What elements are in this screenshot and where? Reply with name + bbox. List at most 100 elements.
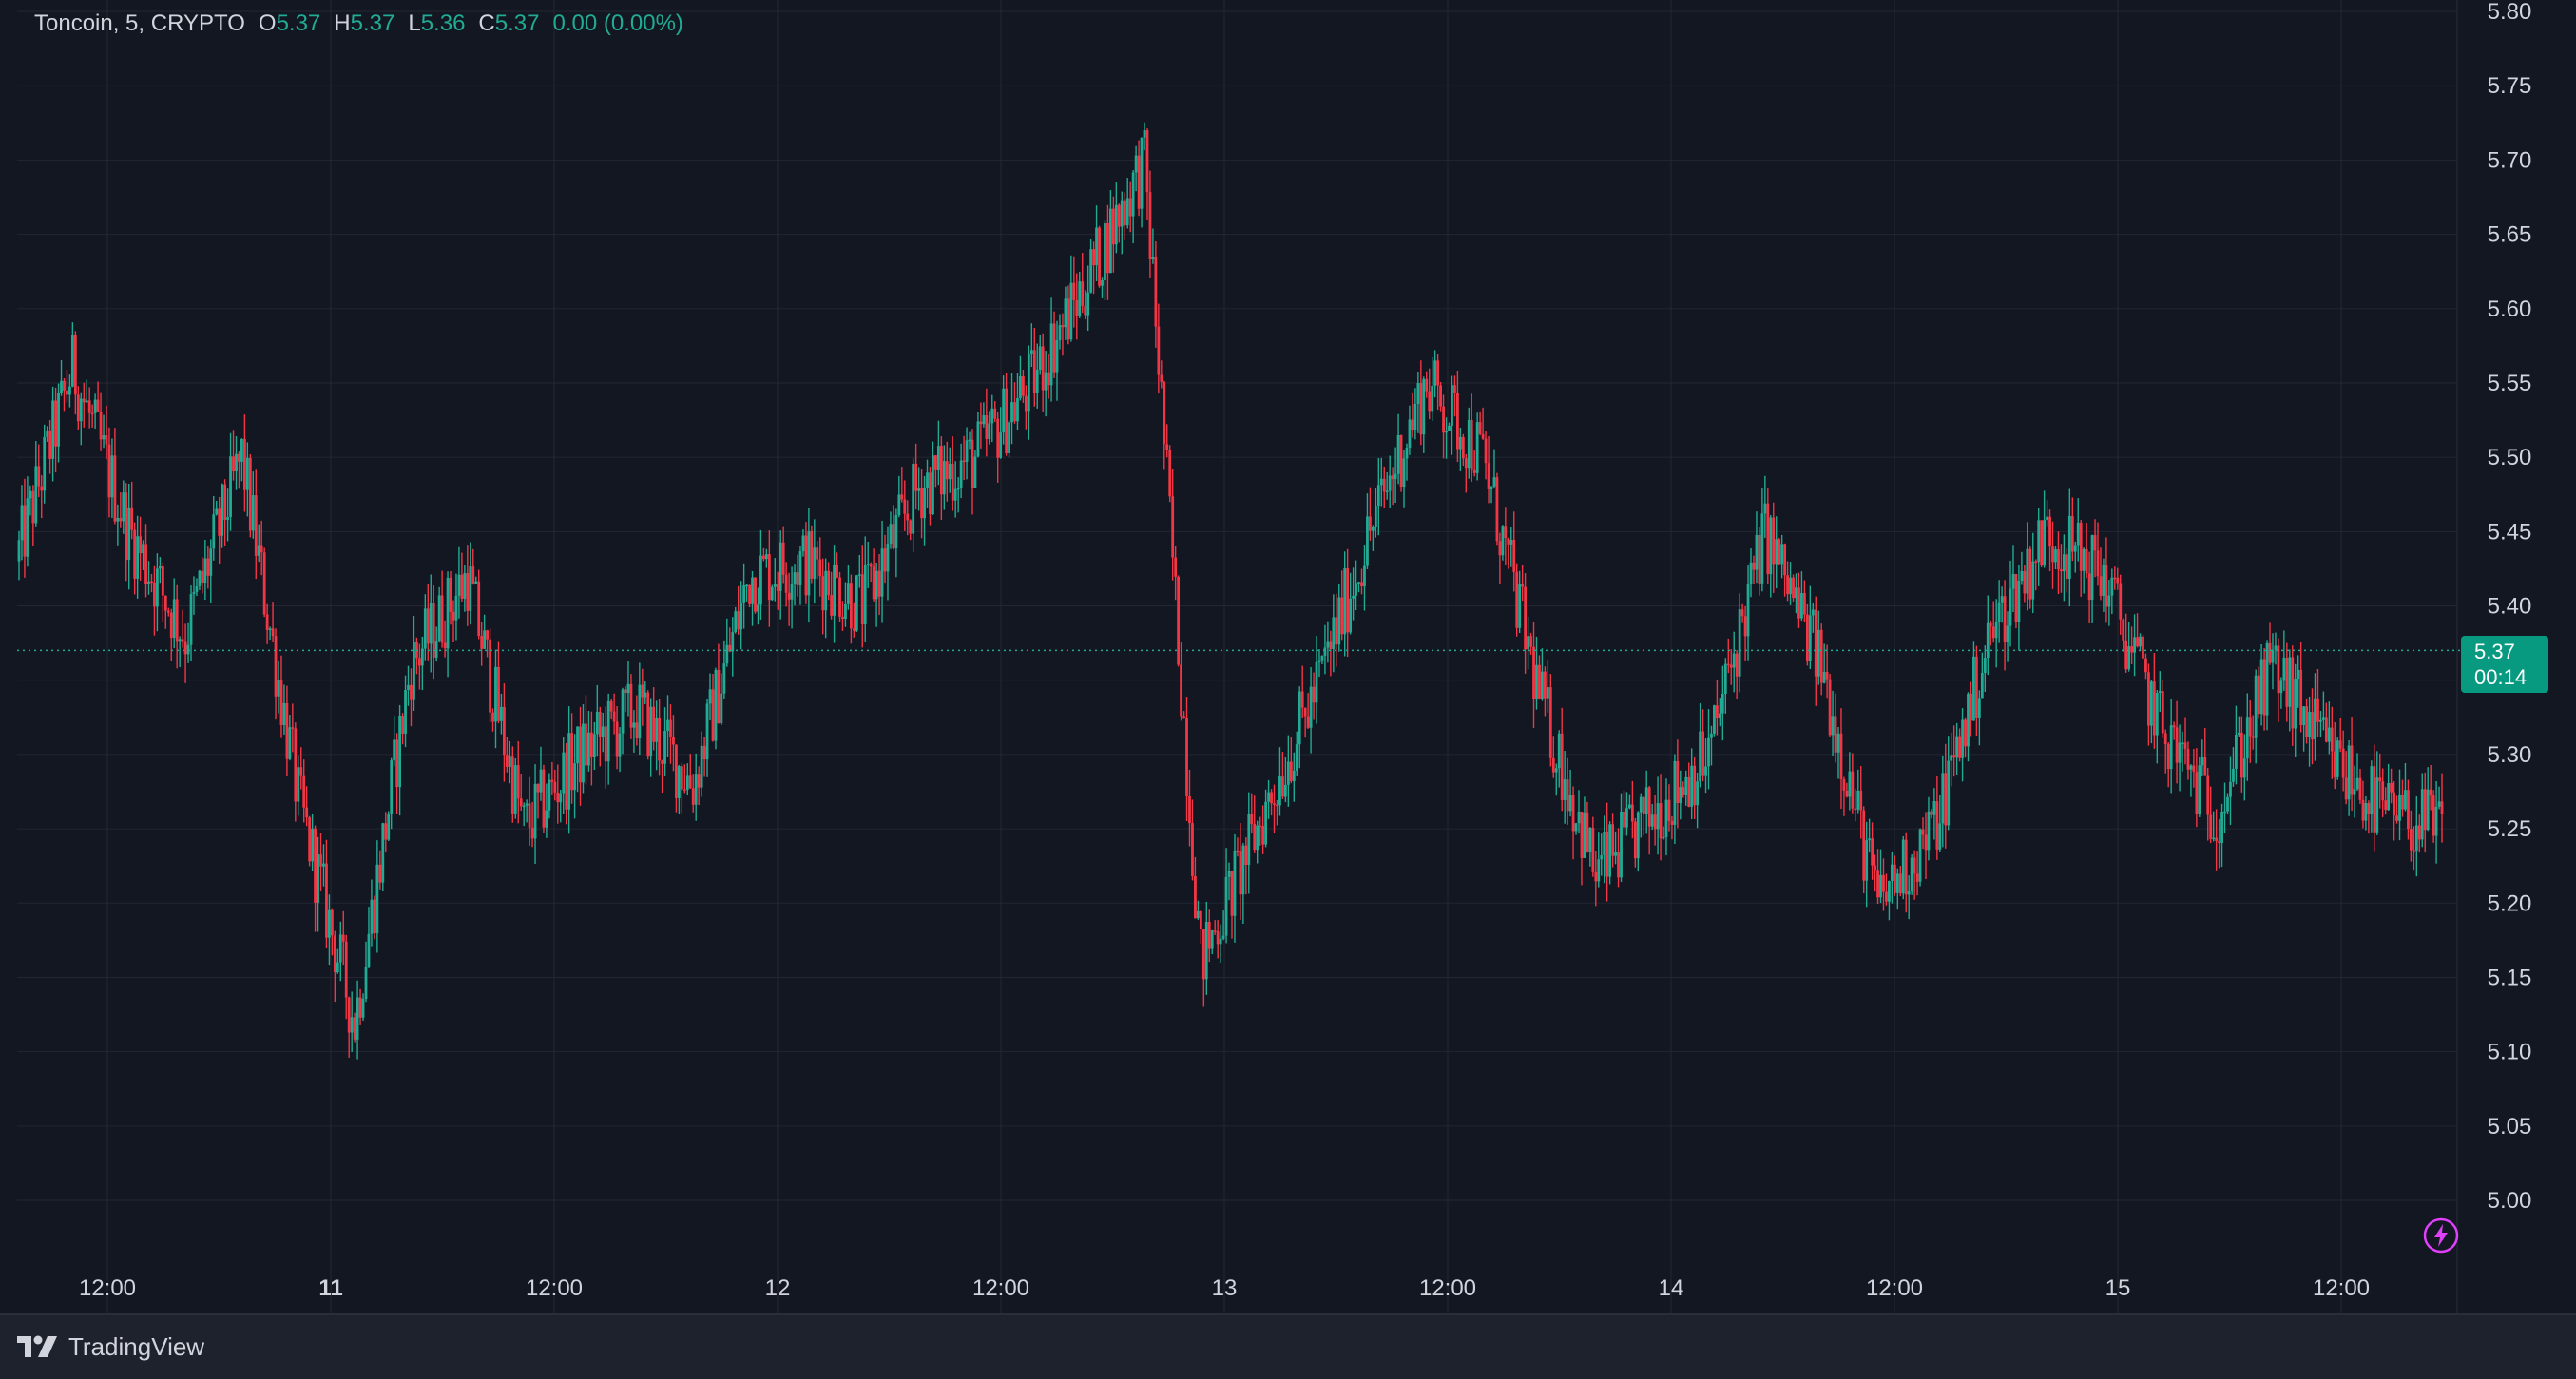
candle — [1337, 584, 1341, 652]
candle — [1518, 570, 1522, 633]
candle — [1746, 565, 1750, 661]
candle-body — [51, 400, 55, 459]
candle-body — [1445, 431, 1448, 433]
candle-body — [338, 934, 342, 963]
candle — [2198, 757, 2201, 817]
candle — [1935, 776, 1939, 860]
y-tick-label: 5.05 — [2488, 1114, 2532, 1140]
candle-body — [1495, 477, 1499, 542]
candle-body — [1160, 374, 1163, 382]
candle — [1608, 821, 1612, 885]
candle-body — [1591, 828, 1595, 872]
candle-body — [926, 472, 929, 488]
candle-body — [838, 577, 841, 617]
candle — [2060, 544, 2063, 593]
candle — [1125, 178, 1129, 229]
candle — [1213, 920, 1217, 935]
candle-body — [1527, 636, 1529, 650]
candle — [1451, 375, 1453, 455]
candle — [1924, 812, 1928, 880]
candle-body — [2237, 732, 2240, 736]
candle-body — [1684, 776, 1688, 795]
candle-body — [1532, 646, 1535, 699]
candle-body — [606, 700, 610, 762]
candle — [1932, 788, 1936, 840]
brand[interactable]: TradingView — [17, 1331, 204, 1363]
candle — [116, 504, 120, 546]
candle — [1778, 538, 1781, 565]
candle-body — [407, 684, 410, 691]
candle-body — [1041, 346, 1045, 391]
candle-body — [1588, 828, 1592, 852]
candle — [813, 519, 817, 604]
candle-body — [1760, 513, 1764, 584]
candle-body — [1888, 881, 1891, 902]
symbol-name[interactable]: Toncoin, 5, CRYPTO — [34, 10, 245, 36]
candle — [2251, 715, 2255, 750]
candle-body — [579, 726, 582, 783]
candle — [929, 466, 932, 526]
candle-body — [1032, 350, 1036, 393]
candle — [1289, 737, 1293, 784]
candle — [1583, 796, 1586, 859]
candle — [153, 565, 156, 636]
candle-body — [1819, 629, 1823, 683]
candle — [1952, 725, 1956, 777]
candle — [1524, 573, 1528, 674]
candle — [1283, 757, 1287, 802]
candle — [1633, 817, 1637, 868]
candle — [2409, 810, 2413, 862]
candle — [262, 547, 266, 618]
candle-body — [240, 438, 243, 462]
candle — [466, 545, 470, 626]
candle — [2070, 497, 2074, 562]
candle — [1834, 693, 1837, 763]
candle-body — [268, 628, 272, 630]
candle-body — [807, 530, 811, 596]
candle — [181, 609, 184, 648]
candle — [1535, 636, 1538, 710]
candle-body — [319, 854, 322, 867]
candle-body — [1625, 808, 1628, 828]
candle — [1408, 405, 1412, 455]
candle — [1568, 769, 1572, 817]
candle — [2268, 622, 2272, 665]
candle — [1216, 920, 1220, 959]
candle-body — [1848, 771, 1852, 797]
candle-body — [2107, 595, 2111, 607]
candle — [40, 475, 44, 519]
candle — [2031, 532, 2035, 614]
candle — [1529, 632, 1532, 655]
candle — [1098, 225, 1101, 288]
candle — [1487, 435, 1490, 504]
candle — [73, 331, 77, 415]
candle — [1470, 393, 1473, 482]
candle-body — [528, 803, 531, 828]
candle — [1977, 690, 1981, 746]
candle-body — [375, 864, 379, 934]
candle-body — [183, 641, 187, 655]
candle-body — [1455, 393, 1459, 450]
lightning-bolt-icon[interactable] — [2422, 1216, 2460, 1255]
candle-body — [29, 490, 32, 499]
candle-body — [1876, 870, 1879, 898]
candle — [1008, 420, 1010, 458]
candle-body — [1822, 671, 1826, 683]
candle — [2043, 490, 2047, 568]
candle-body — [2248, 717, 2252, 737]
candle — [46, 426, 49, 442]
candle — [2288, 649, 2292, 732]
last-price-tag: 5.37 00:14 — [2461, 636, 2548, 693]
candle-body — [1795, 587, 1797, 599]
candle — [294, 722, 298, 822]
candle — [1264, 789, 1268, 848]
candle — [533, 764, 537, 865]
candle — [2350, 717, 2354, 811]
candle-body — [2232, 768, 2235, 782]
candle-body — [1659, 803, 1663, 839]
candle — [1165, 424, 1169, 458]
candle-body — [1453, 385, 1456, 393]
candle — [973, 450, 977, 488]
